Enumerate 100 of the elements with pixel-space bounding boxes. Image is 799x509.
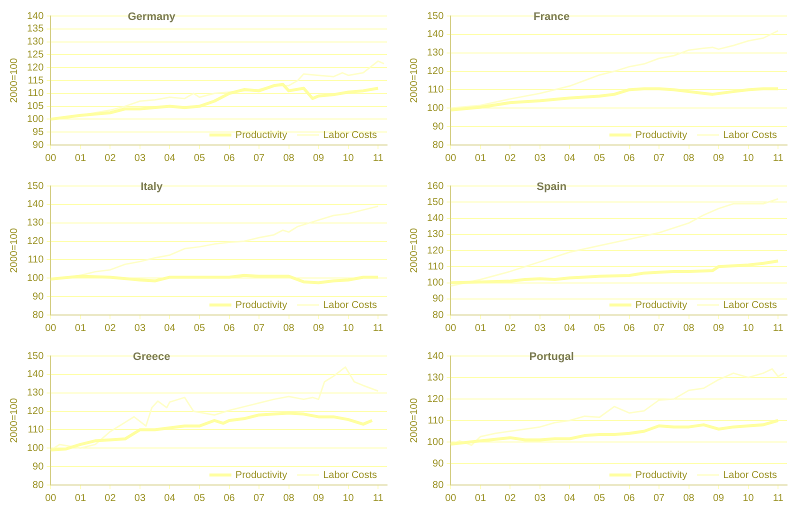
y-tick-label: 150	[26, 350, 44, 362]
x-tick-label: 02	[504, 322, 516, 334]
chart-title: Germany	[128, 11, 176, 24]
y-tick-label: 120	[426, 66, 444, 78]
x-tick-label: 02	[104, 322, 116, 334]
legend-label: Productivity	[635, 300, 688, 311]
y-tick-label: 120	[26, 406, 44, 418]
x-tick-label: 08	[683, 152, 695, 164]
x-tick-label: 09	[712, 152, 725, 164]
x-tick-label: 01	[74, 152, 86, 164]
x-tick-label: 11	[772, 152, 784, 164]
x-tick-label: 06	[224, 492, 236, 504]
y-tick-label: 100	[426, 436, 444, 448]
x-tick-label: 10	[742, 322, 754, 334]
x-tick-label: 07	[653, 152, 666, 164]
x-tick-label: 03	[534, 152, 546, 164]
y-tick-label: 120	[26, 236, 44, 248]
x-tick-label: 01	[474, 492, 486, 504]
x-tick-label: 03	[134, 152, 146, 164]
x-tick-label: 07	[253, 322, 266, 334]
x-tick-label: 09	[312, 152, 325, 164]
y-tick-label: 80	[32, 310, 44, 321]
y-tick-label: 150	[426, 10, 444, 22]
y-tick-label: 120	[426, 245, 444, 256]
x-tick-label: 03	[534, 492, 546, 504]
y-tick-label: 130	[426, 229, 444, 240]
y-tick-label: 90	[32, 140, 44, 151]
x-tick-label: 09	[312, 492, 325, 504]
x-tick-label: 02	[104, 152, 116, 164]
x-tick-label: 10	[742, 492, 754, 504]
y-axis-title: 2000=100	[408, 58, 420, 103]
legend-label: Labor Costs	[723, 130, 778, 141]
y-tick-label: 130	[426, 372, 444, 384]
y-axis-title: 2000=100	[408, 228, 420, 273]
x-tick-label: 04	[564, 492, 576, 504]
legend-label: Labor Costs	[323, 470, 378, 481]
x-tick-label: 01	[74, 322, 86, 334]
x-tick-label: 02	[504, 152, 516, 164]
legend-label: Labor Costs	[323, 130, 378, 141]
x-tick-label: 03	[534, 322, 546, 334]
y-tick-label: 130	[26, 36, 44, 48]
legend-label: Labor Costs	[723, 300, 778, 311]
x-tick-label: 07	[253, 492, 266, 504]
y-tick-label: 100	[26, 114, 44, 125]
y-tick-label: 140	[426, 350, 444, 362]
y-tick-label: 110	[428, 261, 444, 272]
chart-title: Portugal	[529, 351, 574, 364]
y-axis-title: 2000=100	[408, 398, 420, 443]
y-tick-label: 110	[28, 424, 44, 436]
x-tick-label: 07	[653, 322, 666, 334]
x-tick-label: 10	[342, 492, 354, 504]
y-tick-label: 140	[426, 213, 444, 224]
chart-title: Spain	[536, 181, 567, 194]
x-tick-label: 02	[104, 492, 116, 504]
x-tick-label: 11	[772, 322, 784, 334]
x-tick-label: 09	[712, 322, 725, 334]
x-tick-label: 08	[283, 322, 295, 334]
legend-label: Productivity	[635, 470, 688, 481]
x-tick-label: 04	[164, 322, 176, 334]
y-tick-label: 105	[26, 101, 44, 112]
y-tick-label: 140	[26, 369, 44, 380]
y-tick-label: 130	[426, 48, 444, 59]
y-tick-label: 100	[426, 102, 444, 114]
x-tick-label: 01	[474, 152, 486, 164]
y-tick-label: 110	[428, 415, 444, 426]
chart-title: France	[534, 11, 570, 24]
y-tick-label: 110	[28, 254, 44, 266]
legend-label: Labor Costs	[723, 470, 778, 481]
x-tick-label: 08	[683, 492, 695, 504]
y-tick-label: 80	[432, 310, 444, 321]
y-tick-label: 90	[432, 121, 444, 132]
y-tick-label: 90	[432, 294, 444, 305]
x-tick-label: 04	[164, 492, 176, 504]
x-tick-label: 10	[742, 152, 754, 164]
y-tick-label: 150	[426, 196, 444, 208]
y-tick-label: 90	[32, 461, 44, 472]
y-axis-title: 2000=100	[8, 398, 20, 443]
x-tick-label: 00	[45, 492, 57, 504]
x-tick-label: 04	[564, 322, 576, 334]
x-tick-label: 05	[194, 152, 206, 164]
x-tick-label: 05	[594, 322, 606, 334]
legend-label: Labor Costs	[323, 300, 378, 311]
legend-label: Productivity	[635, 130, 688, 141]
y-tick-label: 90	[432, 458, 444, 470]
x-tick-label: 07	[653, 492, 666, 504]
x-tick-label: 11	[372, 322, 384, 334]
y-tick-label: 120	[426, 394, 444, 405]
x-tick-label: 11	[372, 492, 384, 504]
x-tick-label: 11	[772, 492, 784, 504]
x-tick-label: 08	[683, 322, 695, 334]
x-tick-label: 03	[134, 322, 146, 334]
x-tick-label: 09	[312, 322, 325, 334]
y-tick-label: 130	[26, 218, 44, 229]
x-tick-label: 04	[164, 152, 176, 164]
x-tick-label: 04	[564, 152, 576, 164]
x-tick-label: 10	[342, 152, 354, 164]
y-tick-label: 110	[28, 88, 44, 100]
x-tick-label: 09	[712, 492, 725, 504]
legend-label: Productivity	[235, 470, 288, 481]
legend-label: Productivity	[235, 300, 288, 311]
